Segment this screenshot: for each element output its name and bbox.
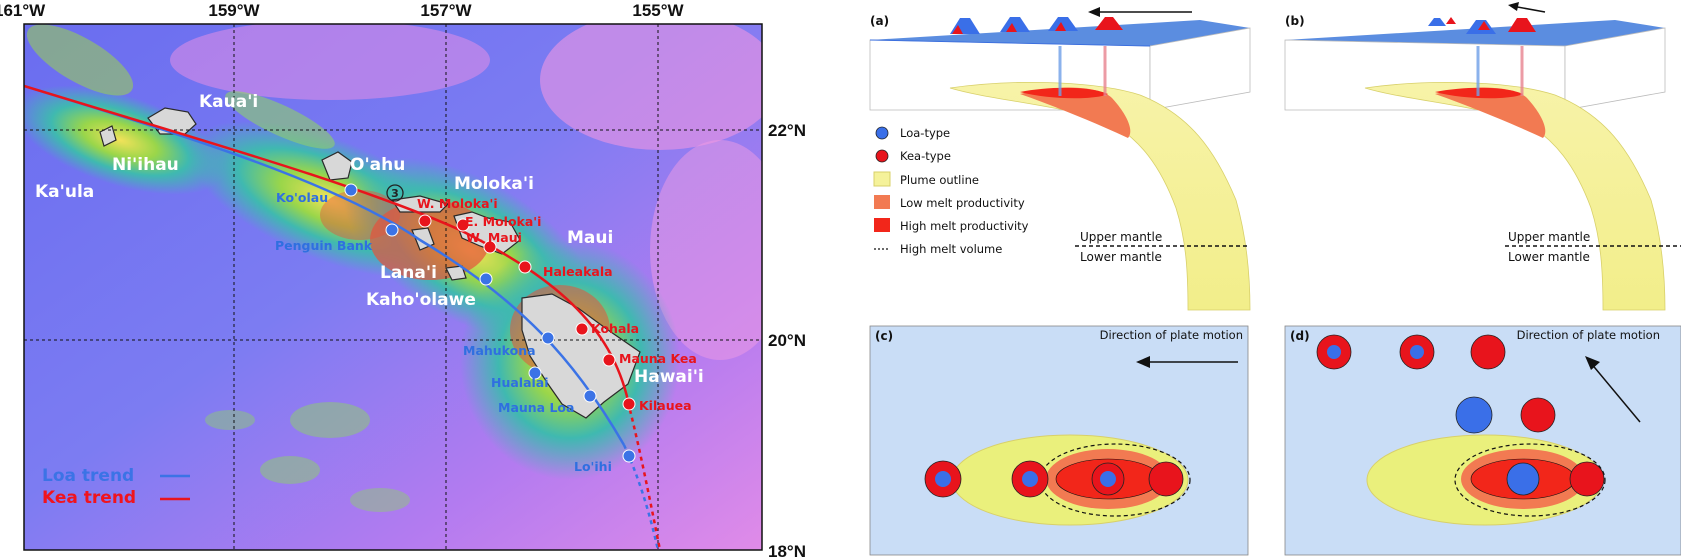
loa-label-hualalai: Hualalai: [491, 375, 549, 390]
legend-low-melt: Low melt productivity: [900, 196, 1025, 210]
reference-marker-circle: [386, 184, 404, 202]
loa-label-penguin-bank: Penguin Bank: [275, 238, 373, 253]
island-label-kauai: Kaua'i: [199, 92, 258, 112]
kea-label-e-molokai: E. Moloka'i: [465, 214, 541, 229]
lon-label-159w: 159°W: [208, 1, 260, 20]
loa-label-mauna-loa: Mauna Loa: [498, 400, 574, 415]
panel-c-label: (c): [875, 329, 893, 343]
plate-top-a: [870, 20, 1250, 46]
loa-trend-extension: [622, 444, 660, 550]
kea-label-w-maui: W. Maui: [466, 230, 522, 245]
panel-d-plate-motion: Direction of plate motion: [1517, 328, 1660, 342]
lower-mantle-a: Lower mantle: [1080, 250, 1162, 264]
island-label-maui: Maui: [567, 228, 613, 248]
lat-label-22n: 22°N: [768, 121, 806, 140]
legend-high-melt-swatch: [874, 218, 890, 232]
upper-mantle-a: Upper mantle: [1080, 230, 1162, 244]
loa-trend-line: [24, 84, 626, 446]
legend-high-melt: High melt productivity: [900, 219, 1029, 233]
lon-label-161w: 161°W: [0, 1, 46, 20]
lat-label-18n: 18°N: [768, 542, 806, 557]
upper-mantle-b: Upper mantle: [1508, 230, 1590, 244]
high-volume-c: [1039, 443, 1191, 517]
loa-volcano-dots: [344, 183, 636, 463]
island-label-niihau: Ni'ihau: [112, 155, 179, 175]
lon-label-155w: 155°W: [632, 1, 684, 20]
loa-label-mahukona: Mahukona: [463, 343, 536, 358]
bathymetry-map: 3 Kaua'i Ni'ihau Ka'ula O'ahu Moloka'i M…: [0, 1, 806, 557]
panel-b-label: (b): [1285, 14, 1305, 28]
kea-label-w-molokai: W. Moloka'i: [417, 196, 498, 211]
legend-plume-outline: Plume outline: [900, 173, 979, 187]
kea-volcano-dots: [418, 214, 636, 411]
low-melt-b: [1435, 87, 1546, 138]
lon-label-157w: 157°W: [420, 1, 472, 20]
plate-side-a: [1149, 27, 1251, 111]
island-label-oahu: O'ahu: [350, 155, 405, 175]
panel-c-plate-motion: Direction of plate motion: [1100, 328, 1243, 342]
legend-loa-type: Loa-type: [900, 126, 950, 140]
loa-label-koolau: Ko'olau: [276, 190, 328, 205]
loa-label-loihi: Lo'ihi: [574, 459, 612, 474]
island-label-lanai: Lana'i: [380, 263, 437, 283]
islands: [99, 107, 641, 419]
high-melt-a: [1020, 87, 1108, 99]
legend-kea-type-icon: [875, 149, 889, 163]
panel-b: (b) Upper mantle Lower mantle: [1284, 2, 1681, 311]
graticule: [24, 24, 762, 550]
legend-plume-swatch: [873, 171, 891, 187]
panel-d-label: (d): [1290, 329, 1310, 343]
panel-c: (c) Direction of plate motion: [869, 325, 1249, 556]
kea-label-haleakala: Haleakala: [543, 264, 613, 279]
lower-mantle-b: Lower mantle: [1508, 250, 1590, 264]
kea-label-kohala: Kohala: [591, 321, 639, 336]
kea-label-mauna-kea: Mauna Kea: [619, 351, 697, 366]
panel-a: (a) Loa-type Kea-type Plume outline Low …: [869, 7, 1251, 311]
legend-kea-type: Kea-type: [900, 149, 951, 163]
high-volume-d: [1454, 443, 1606, 517]
low-melt-a: [1020, 87, 1131, 138]
panel-a-label: (a): [870, 14, 889, 28]
island-label-kahoolawe: Kaho'olawe: [366, 290, 476, 310]
diagram-legend: Loa-type Kea-type Plume outline Low melt…: [873, 126, 1029, 256]
plate-motion-arrow-d: [1589, 361, 1641, 423]
kea-trend-extension: [628, 409, 662, 550]
island-label-hawaii: Hawai'i: [634, 367, 704, 387]
legend-high-volume: High melt volume: [900, 242, 1002, 256]
map-frame: [23, 23, 763, 551]
kea-trend-line: [24, 84, 632, 411]
lat-label-20n: 20°N: [768, 331, 806, 350]
legend-low-melt-swatch: [874, 195, 890, 209]
plate-side-b: [1564, 27, 1666, 111]
island-label-kaula: Ka'ula: [35, 182, 94, 202]
kea-label-kilauea: Kilauea: [639, 398, 692, 413]
legend-kea-trend: Kea trend: [42, 488, 136, 508]
legend-loa-type-icon: [875, 126, 889, 140]
legend-loa-trend: Loa trend: [42, 466, 134, 486]
island-label-molokai: Moloka'i: [454, 174, 534, 194]
reference-marker: 3: [391, 187, 399, 200]
panel-d: (d) Direction of plate motion: [1284, 325, 1681, 556]
